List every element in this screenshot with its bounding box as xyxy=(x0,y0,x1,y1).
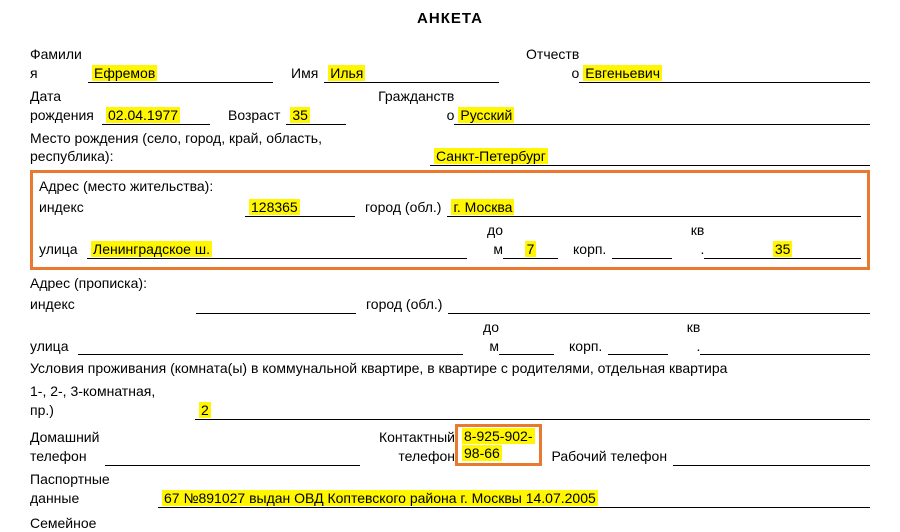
value-patronymic: Евгеньевич xyxy=(579,65,870,83)
value-res-street: Ленинградское ш. xyxy=(87,241,467,259)
value-rooms: 2 xyxy=(195,402,870,420)
label-home-phone: Домашнийтелефон xyxy=(30,428,105,466)
value-age: 35 xyxy=(286,107,346,125)
label-citizenship: Гражданство xyxy=(364,87,454,125)
contact-phone-frame: 8-925-902- 98-66 xyxy=(455,424,542,466)
label-reg-house: дом xyxy=(473,318,499,356)
label-registration: Адрес (прописка): xyxy=(30,274,153,293)
value-home-phone xyxy=(105,448,360,466)
label-reg-street: улица xyxy=(30,337,78,356)
value-res-korp xyxy=(612,241,672,259)
row-dob: Датарождения 02.04.1977 Возраст 35 Гражд… xyxy=(30,87,870,125)
value-res-flat: 35 xyxy=(704,241,861,259)
label-reg-korp: корп. xyxy=(569,337,608,356)
value-reg-flat xyxy=(700,337,870,355)
value-reg-index xyxy=(196,296,356,314)
label-age: Возраст xyxy=(228,106,286,125)
label-res-korp: корп. xyxy=(573,240,612,259)
label-rooms: 1-, 2-, 3-комнатная,пр.) xyxy=(30,382,160,420)
row-family: Семейное xyxy=(30,514,870,532)
value-reg-street xyxy=(78,337,463,355)
label-family: Семейное xyxy=(30,514,102,532)
form-page: АНКЕТА Фамилия Ефремов Имя Илья Отчество… xyxy=(0,0,900,500)
label-dob: Датарождения xyxy=(30,87,102,125)
value-passport: 67 №891027 выдан ОВД Коптевского района … xyxy=(158,490,870,508)
value-dob: 02.04.1977 xyxy=(102,107,210,125)
value-surname: Ефремов xyxy=(88,65,273,83)
form-title: АНКЕТА xyxy=(30,10,870,27)
value-reg-house xyxy=(499,337,554,355)
residence-frame: Адрес (место жительства): индекс 128365 … xyxy=(30,170,870,270)
label-surname: Фамилия xyxy=(30,45,88,83)
row-rooms: 1-, 2-, 3-комнатная,пр.) 2 xyxy=(30,382,870,420)
label-residence: Адрес (место жительства): xyxy=(39,177,219,196)
row-birthplace: Место рождения (село, город, край, облас… xyxy=(30,129,870,167)
label-res-index: индекс xyxy=(39,198,95,217)
label-work-phone: Рабочий телефон xyxy=(552,447,674,466)
label-reg-index: индекс xyxy=(30,295,86,314)
row-passport: Паспортныеданные 67 №891027 выдан ОВД Ко… xyxy=(30,470,870,508)
row-reg-street: улица дом корп. кв. xyxy=(30,318,870,356)
value-contact-phone-2: 98-66 xyxy=(462,445,502,461)
label-res-flat: кв. xyxy=(682,221,704,259)
label-passport: Паспортныеданные xyxy=(30,470,118,508)
label-reg-flat: кв. xyxy=(678,318,700,356)
label-patronymic: Отчество xyxy=(517,45,579,83)
label-res-street: улица xyxy=(39,240,87,259)
value-citizenship: Русский xyxy=(454,107,870,125)
value-name: Илья xyxy=(324,65,499,83)
value-contact-phone-1: 8-925-902- xyxy=(462,428,535,444)
row-name: Фамилия Ефремов Имя Илья Отчество Евгень… xyxy=(30,45,870,83)
value-res-house: 7 xyxy=(503,241,558,259)
row-phones: Домашнийтелефон Контактныйтелефон 8-925-… xyxy=(30,424,870,466)
label-name: Имя xyxy=(291,64,324,83)
value-work-phone xyxy=(673,448,870,466)
row-reg-index: индекс город (обл.) xyxy=(30,295,870,314)
label-birthplace: Место рождения (село, город, край, облас… xyxy=(30,129,350,167)
label-reg-city: город (обл.) xyxy=(366,295,448,314)
label-contact-phone: Контактныйтелефон xyxy=(370,428,455,466)
value-res-index: 128365 xyxy=(245,199,355,217)
label-res-house: дом xyxy=(477,221,503,259)
label-living-conditions: Условия проживания (комната(ы) в коммуна… xyxy=(30,359,733,378)
label-res-city: город (обл.) xyxy=(365,198,447,217)
value-birthplace: Санкт-Петербург xyxy=(430,148,870,166)
value-reg-city xyxy=(448,296,870,314)
value-reg-korp xyxy=(608,337,668,355)
value-res-city: г. Москва xyxy=(447,199,861,217)
